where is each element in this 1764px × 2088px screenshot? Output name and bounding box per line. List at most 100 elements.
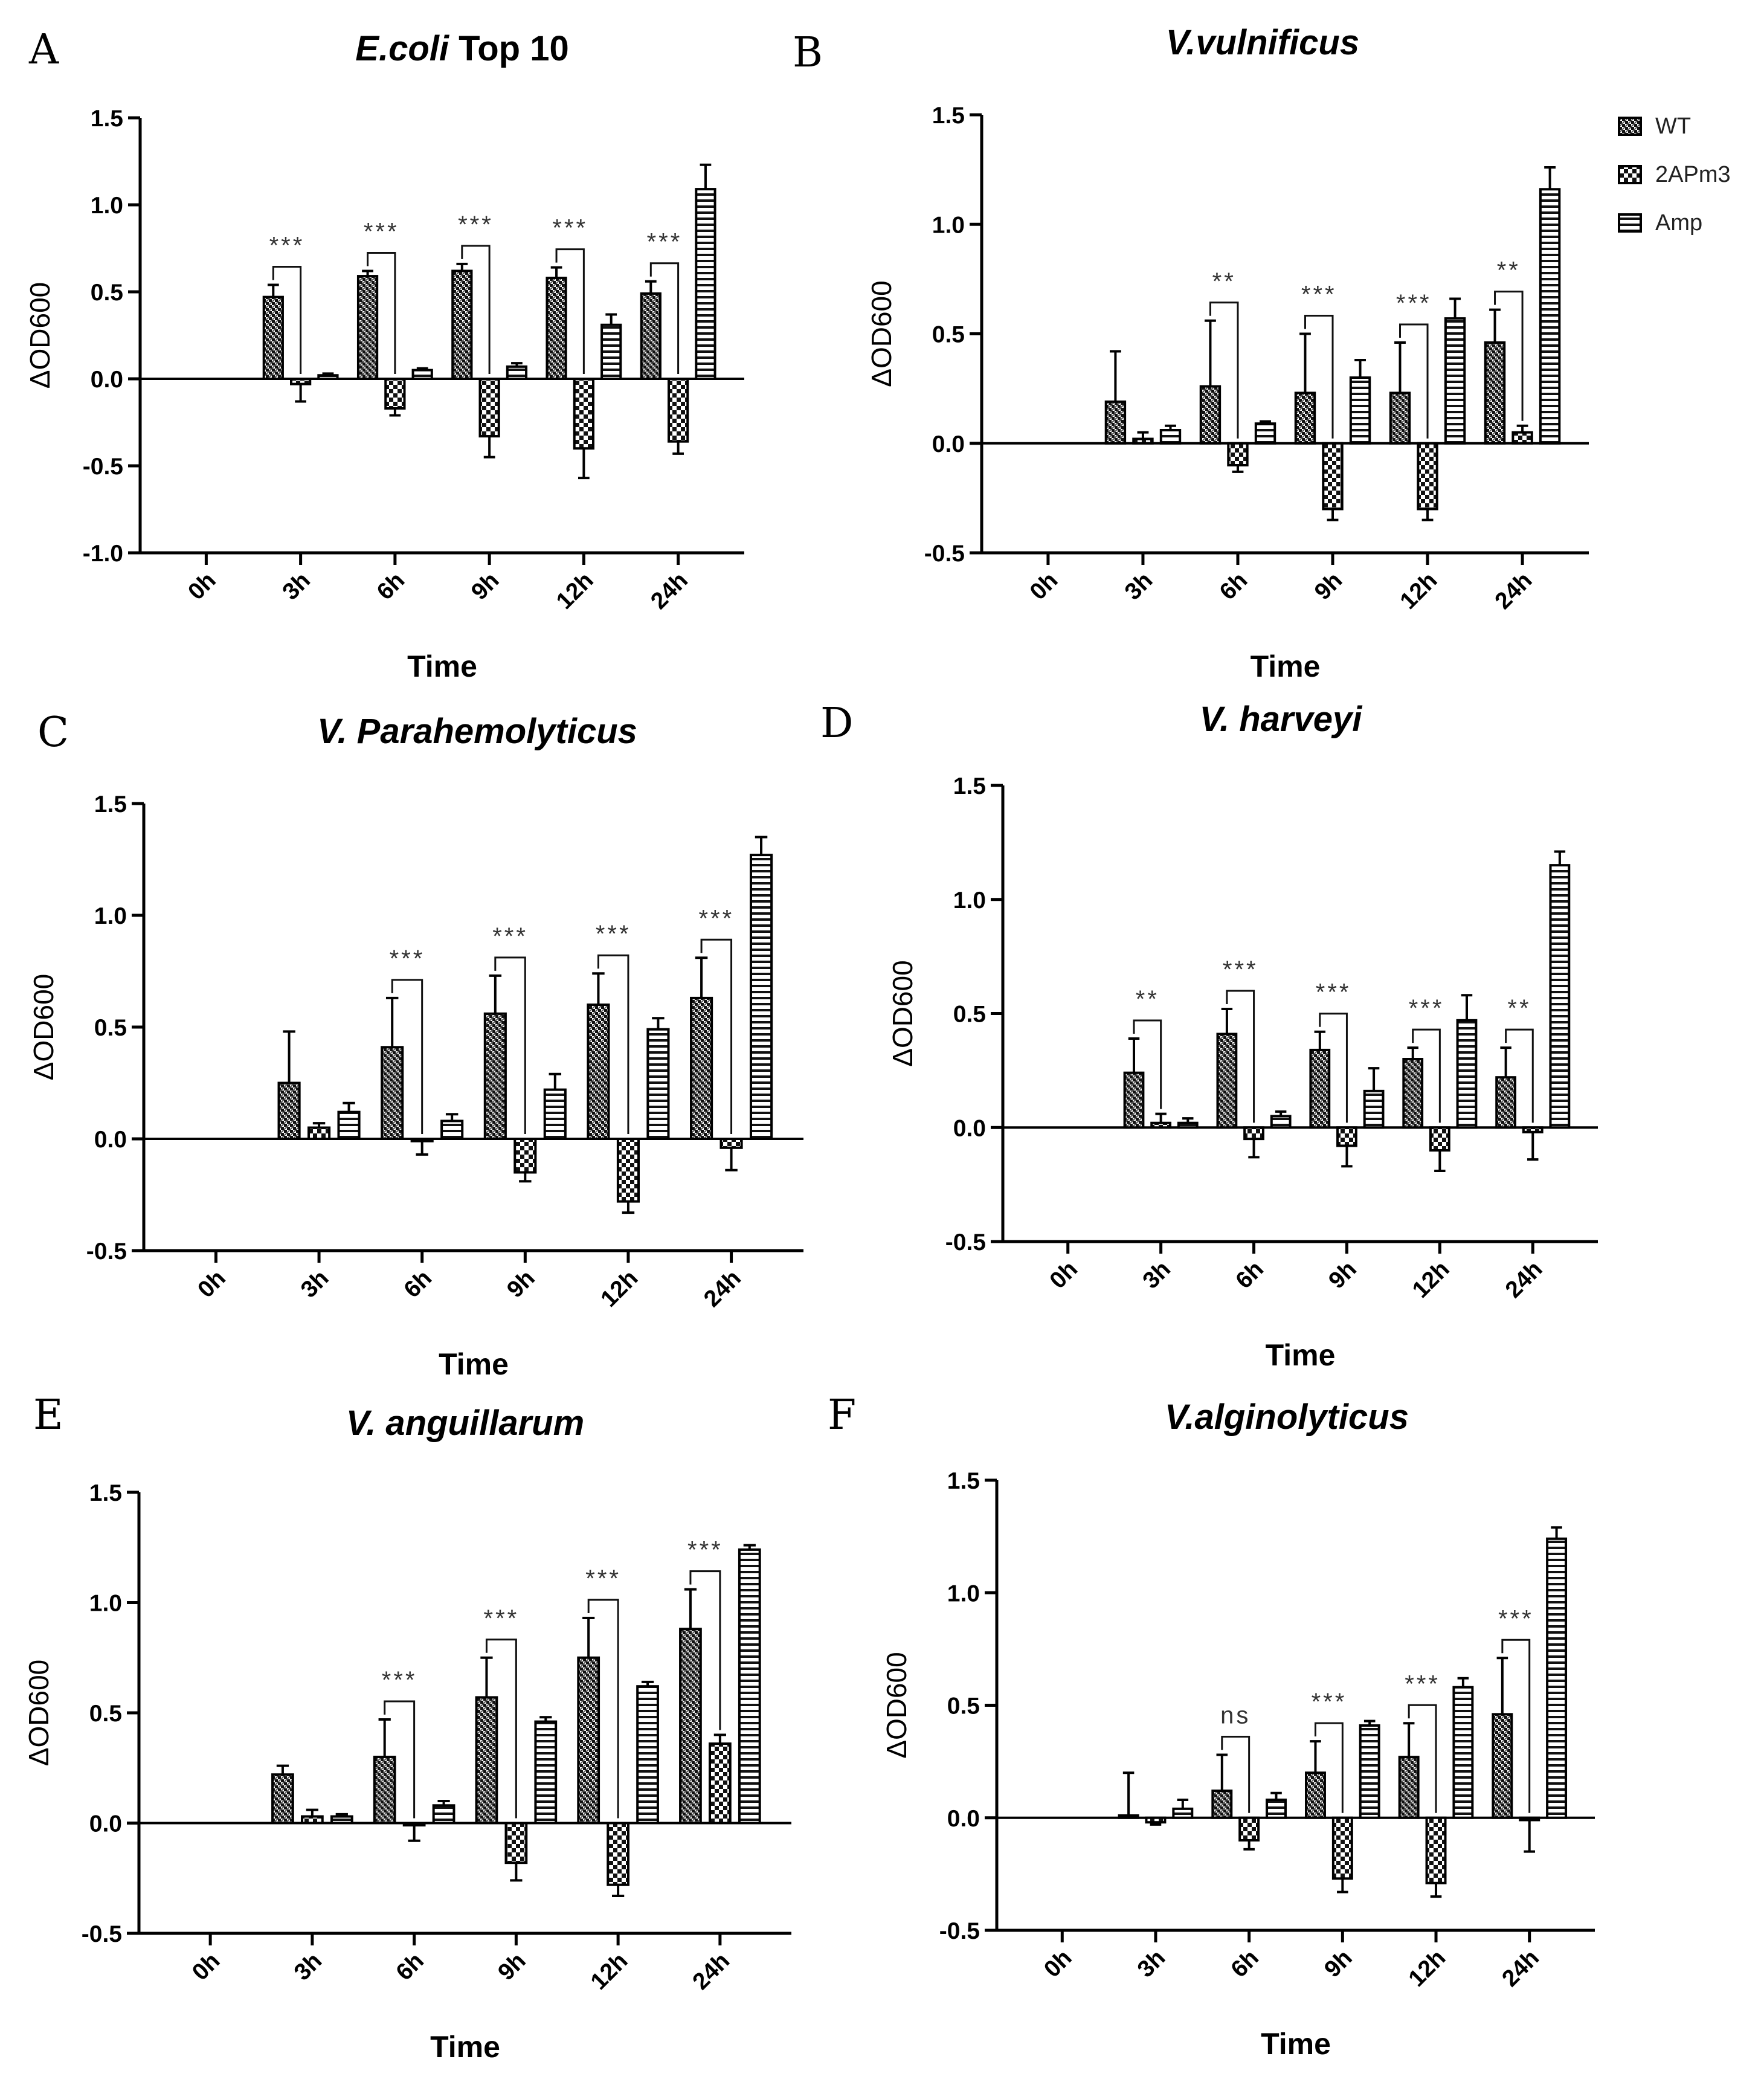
bar-2APm3 bbox=[307, 1126, 331, 1140]
x-tick-label: 24h bbox=[1497, 1945, 1544, 1992]
y-tick-label: 1.5 bbox=[89, 1480, 122, 1506]
bar-WT bbox=[546, 276, 567, 380]
bar-2APm3 bbox=[616, 1138, 640, 1203]
chart-title-species: V. anguillarum bbox=[346, 1403, 584, 1443]
y-tick-label: 1.5 bbox=[932, 103, 965, 129]
bar-Amp bbox=[636, 1685, 659, 1825]
y-tick-label: 0.0 bbox=[932, 431, 965, 457]
bar-Amp bbox=[1172, 1807, 1194, 1819]
y-tick-label: -0.5 bbox=[83, 454, 123, 480]
y-tick-label: 1.0 bbox=[91, 193, 123, 219]
significance-label: *** bbox=[382, 1667, 417, 1693]
panel-letter: C bbox=[37, 709, 69, 756]
bar-2APm3 bbox=[1227, 442, 1249, 466]
significance-bracket bbox=[587, 1599, 619, 1819]
chart-title: V. Parahemolyticus bbox=[317, 712, 637, 751]
y-axis-label: ΔOD600 bbox=[24, 282, 56, 388]
bar-WT bbox=[277, 1081, 301, 1140]
bar-2APm3 bbox=[1425, 1816, 1447, 1884]
bar-WT bbox=[1123, 1071, 1145, 1129]
significance-label: ns bbox=[1220, 1702, 1251, 1729]
bar-WT bbox=[1104, 400, 1127, 445]
chart-title-species: V. harveyi bbox=[1200, 700, 1363, 739]
significance-bracket bbox=[1221, 1735, 1251, 1813]
significance-bracket bbox=[1209, 301, 1239, 439]
bar-WT bbox=[1389, 392, 1411, 445]
x-tick-label: 12h bbox=[586, 1948, 633, 1995]
significance-bracket bbox=[1226, 990, 1255, 1123]
x-tick-label: 9h bbox=[502, 1265, 540, 1303]
x-tick-label: 6h bbox=[391, 1948, 429, 1986]
bar-WT bbox=[577, 1656, 600, 1825]
bar-Amp bbox=[1444, 317, 1466, 445]
bar-2APm3 bbox=[719, 1138, 743, 1149]
legend-swatch-Amp bbox=[1618, 213, 1642, 233]
bar-Amp bbox=[440, 1120, 464, 1141]
bar-Amp bbox=[1254, 422, 1276, 445]
significance-bracket bbox=[391, 979, 423, 1134]
chart-title: V. harveyi bbox=[1200, 700, 1363, 739]
x-tick-label: 9h bbox=[493, 1948, 531, 1986]
bar-2APm3 bbox=[504, 1822, 528, 1864]
bar-2APm3 bbox=[1322, 442, 1344, 511]
bar-2APm3 bbox=[1243, 1126, 1264, 1141]
bar-Amp bbox=[506, 365, 528, 381]
bar-WT bbox=[1492, 1713, 1513, 1819]
bar-Amp bbox=[1452, 1686, 1474, 1819]
bar-WT bbox=[1495, 1076, 1517, 1129]
significance-label: *** bbox=[698, 905, 734, 932]
bar-Amp bbox=[1549, 864, 1571, 1129]
bar-Amp bbox=[317, 374, 339, 380]
x-tick-label: 12h bbox=[552, 567, 599, 614]
x-tick-label: 0h bbox=[183, 567, 221, 605]
bar-Amp bbox=[337, 1110, 361, 1140]
bar-WT bbox=[1402, 1058, 1424, 1129]
y-tick-label: 1.5 bbox=[91, 106, 123, 132]
x-tick-label: 3h bbox=[1138, 1256, 1176, 1294]
significance-bracket bbox=[1505, 1028, 1534, 1123]
y-tick-label: 0.0 bbox=[953, 1115, 986, 1141]
y-tick-label: 0.0 bbox=[89, 1811, 122, 1837]
bar-WT bbox=[1216, 1033, 1238, 1129]
x-tick-label: 3h bbox=[277, 567, 315, 605]
significance-bracket bbox=[1319, 1013, 1348, 1123]
bar-Amp bbox=[1539, 188, 1561, 445]
legend-label-WT: WT bbox=[1655, 114, 1691, 139]
significance-label: *** bbox=[458, 211, 494, 238]
panel-F: F V.alginolyticus -0.5 0.0 0.5 1.0 1.5 ΔOD600 0h… bbox=[828, 1391, 1595, 2061]
significance-bracket bbox=[1133, 1019, 1162, 1109]
significance-label: *** bbox=[269, 232, 305, 259]
legend-label-2APm3: 2APm3 bbox=[1655, 162, 1731, 187]
x-tick-label: 9h bbox=[466, 567, 504, 605]
bar-WT bbox=[356, 275, 379, 380]
x-tick-label: 9h bbox=[1324, 1256, 1362, 1294]
significance-bracket bbox=[485, 1638, 517, 1819]
bar-WT bbox=[640, 292, 662, 380]
x-tick-label: 24h bbox=[687, 1948, 735, 1995]
y-axis-label: ΔOD600 bbox=[23, 1660, 54, 1766]
significance-bracket bbox=[649, 262, 680, 374]
significance-bracket bbox=[461, 245, 491, 374]
x-tick-label: 0h bbox=[1039, 1945, 1077, 1983]
significance-label: ** bbox=[1212, 268, 1236, 295]
bar-WT bbox=[451, 269, 473, 380]
legend: WT 2APm3 Amp bbox=[1618, 114, 1731, 236]
y-axis-label: ΔOD600 bbox=[881, 1652, 912, 1758]
bar-2APm3 bbox=[384, 378, 406, 410]
panel-letter: B bbox=[793, 29, 823, 77]
chart-title: E.coli Top 10 bbox=[355, 29, 568, 68]
bar-2APm3 bbox=[668, 378, 689, 443]
y-tick-label: 1.0 bbox=[94, 903, 127, 929]
bar-2APm3 bbox=[513, 1138, 537, 1174]
panel-E: E V. anguillarum -0.5 0.0 0.5 1.0 1.5 ΔOD600 0h 3… bbox=[23, 1391, 791, 2064]
x-axis-label: Time bbox=[1251, 649, 1321, 683]
x-tick-label: 9h bbox=[1319, 1945, 1357, 1983]
significance-label: *** bbox=[390, 946, 425, 972]
panel-D: D V. harveyi -0.5 0.0 0.5 1.0 1.5 ΔOD600 0h 3h 6h 9… bbox=[820, 700, 1598, 1372]
x-tick-label: 9h bbox=[1310, 567, 1348, 605]
chart-title: V.alginolyticus bbox=[1165, 1397, 1409, 1437]
significance-label: *** bbox=[647, 229, 683, 256]
bar-2APm3 bbox=[478, 378, 500, 438]
significance-bracket bbox=[272, 265, 302, 374]
significance-bracket bbox=[1408, 1704, 1437, 1813]
